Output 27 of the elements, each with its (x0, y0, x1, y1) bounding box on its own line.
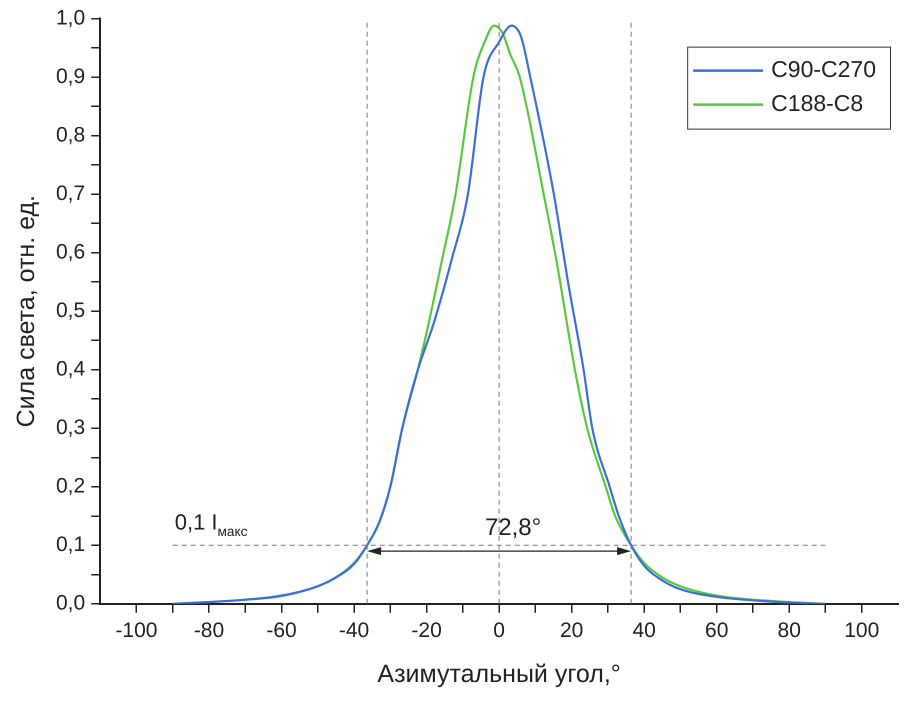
y-tick-label: 0,4 (56, 358, 86, 381)
legend-label: C90-C270 (771, 56, 876, 82)
annotation: 72,8° (484, 514, 542, 542)
y-tick-label: 0,9 (56, 64, 86, 88)
y-tick-label: 0,6 (56, 240, 86, 264)
x-tick-label: 100 (844, 619, 880, 642)
y-tick-label: 1,0 (56, 6, 86, 30)
x-tick-label: 80 (778, 619, 801, 642)
y-tick-label: 0,0 (56, 592, 86, 615)
x-tick-label: -80 (194, 619, 224, 642)
x-tick-label: 20 (560, 619, 584, 642)
x-tick-label: 60 (705, 619, 728, 642)
legend-label: C188-C8 (771, 90, 864, 116)
x-tick-label: -100 (115, 619, 158, 642)
x-tick-label: -20 (411, 619, 442, 642)
y-axis-title: Сила света, отн. ед. (12, 195, 40, 428)
y-tick-label: 0,3 (56, 416, 86, 440)
y-tick-label: 0,2 (56, 474, 86, 498)
y-tick-label: 0,7 (56, 182, 86, 205)
x-tick-label: 0 (493, 619, 505, 642)
x-tick-label: -40 (338, 619, 370, 642)
y-tick-label: 0,5 (56, 298, 86, 322)
x-tick-label: 40 (632, 619, 656, 642)
y-tick-label: 0,8 (56, 123, 86, 146)
x-tick-label: -60 (266, 619, 297, 642)
x-axis-title: Азимутальный угол,° (377, 660, 621, 688)
y-tick-label: 0,1 (56, 533, 86, 556)
